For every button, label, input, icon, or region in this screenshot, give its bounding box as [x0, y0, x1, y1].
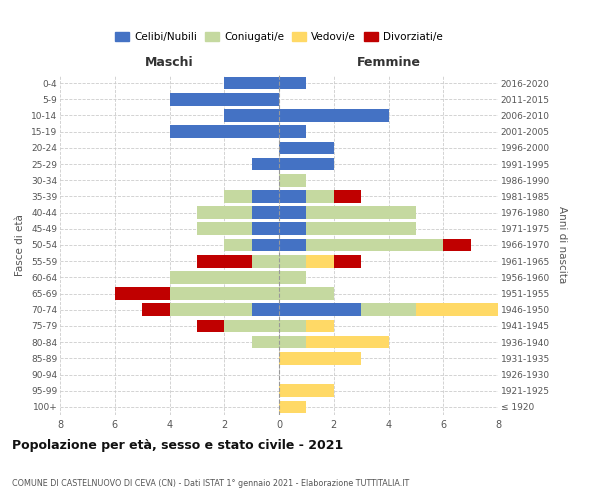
Bar — [279, 222, 307, 235]
Text: Maschi: Maschi — [145, 56, 194, 70]
Bar — [197, 206, 251, 219]
Bar — [307, 206, 416, 219]
Bar — [224, 190, 251, 202]
Bar — [307, 320, 334, 332]
Bar — [416, 304, 498, 316]
Bar — [443, 238, 470, 252]
Bar — [170, 126, 279, 138]
Bar — [279, 238, 307, 252]
Bar — [334, 255, 361, 268]
Bar — [279, 400, 307, 413]
Bar — [170, 93, 279, 106]
Bar — [279, 255, 307, 268]
Bar — [279, 190, 307, 202]
Bar — [279, 320, 307, 332]
Bar — [251, 238, 279, 252]
Text: Femmine: Femmine — [356, 56, 421, 70]
Bar — [279, 271, 307, 283]
Bar — [279, 384, 334, 397]
Bar — [307, 190, 334, 202]
Bar — [251, 304, 279, 316]
Bar — [224, 109, 279, 122]
Bar — [307, 336, 389, 348]
Y-axis label: Fasce di età: Fasce di età — [16, 214, 25, 276]
Bar — [170, 304, 251, 316]
Bar — [279, 288, 334, 300]
Bar — [279, 77, 307, 90]
Bar — [224, 77, 279, 90]
Bar — [197, 255, 251, 268]
Bar — [279, 304, 361, 316]
Bar — [170, 271, 279, 283]
Bar — [279, 336, 307, 348]
Bar — [251, 336, 279, 348]
Bar — [170, 288, 279, 300]
Bar — [307, 238, 443, 252]
Bar — [251, 206, 279, 219]
Bar — [251, 255, 279, 268]
Bar — [279, 126, 307, 138]
Bar — [197, 320, 224, 332]
Bar — [251, 222, 279, 235]
Bar — [224, 238, 251, 252]
Bar — [279, 174, 307, 186]
Bar — [361, 304, 416, 316]
Bar — [279, 158, 334, 170]
Legend: Celibi/Nubili, Coniugati/e, Vedovi/e, Divorziati/e: Celibi/Nubili, Coniugati/e, Vedovi/e, Di… — [111, 28, 447, 46]
Bar — [279, 352, 361, 364]
Bar — [224, 320, 279, 332]
Bar — [279, 206, 307, 219]
Bar — [142, 304, 170, 316]
Bar — [279, 109, 389, 122]
Y-axis label: Anni di nascita: Anni di nascita — [557, 206, 566, 284]
Text: Popolazione per età, sesso e stato civile - 2021: Popolazione per età, sesso e stato civil… — [12, 440, 343, 452]
Bar — [115, 288, 170, 300]
Bar — [307, 255, 334, 268]
Bar — [197, 222, 251, 235]
Bar — [251, 190, 279, 202]
Text: COMUNE DI CASTELNUOVO DI CEVA (CN) - Dati ISTAT 1° gennaio 2021 - Elaborazione T: COMUNE DI CASTELNUOVO DI CEVA (CN) - Dat… — [12, 478, 409, 488]
Bar — [251, 158, 279, 170]
Bar — [334, 190, 361, 202]
Bar — [307, 222, 416, 235]
Bar — [279, 142, 334, 154]
